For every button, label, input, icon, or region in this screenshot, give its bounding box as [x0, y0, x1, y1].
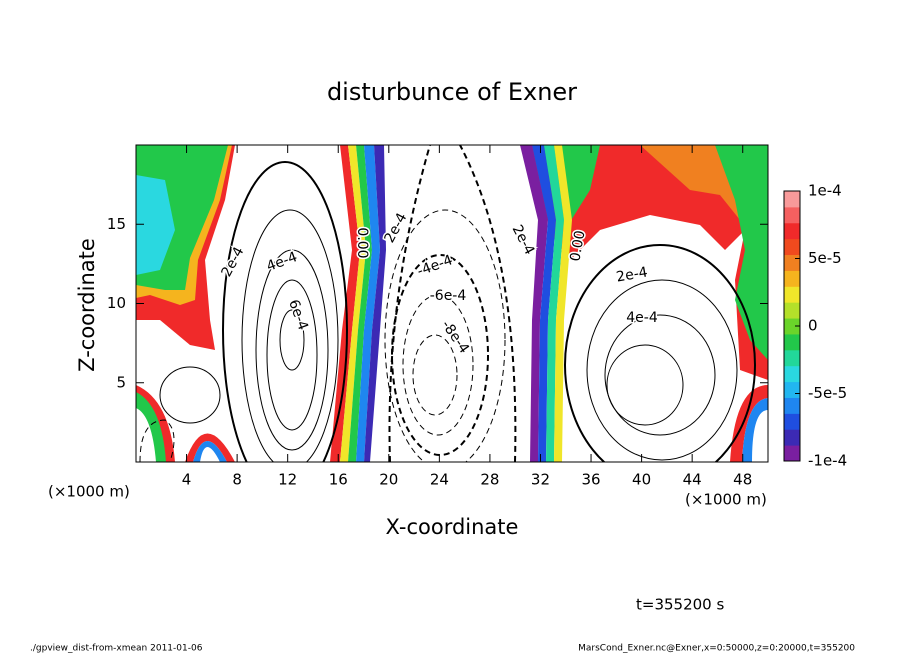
x-unit-label: (×1000 m) — [48, 483, 130, 501]
field-band — [520, 145, 548, 462]
x-tick-label: 36 — [581, 471, 600, 489]
field-band — [340, 145, 366, 462]
field-band — [742, 398, 768, 462]
field-band — [330, 145, 360, 462]
footer-left: ./gpview_dist-from-xmean 2011-01-06 — [30, 644, 203, 654]
contour-label: 2e-4 — [219, 244, 248, 279]
contour-label: 2e-4 — [615, 264, 649, 285]
contour-label: 4e-4 — [264, 249, 299, 275]
colorbar-swatch — [784, 413, 800, 430]
field-band — [136, 175, 175, 275]
y-tick-label: 5 — [116, 373, 126, 391]
colorbar-swatch — [784, 349, 800, 367]
colorbar-swatch — [784, 381, 800, 398]
x-tick-label: 32 — [531, 471, 550, 489]
field-band — [730, 385, 768, 462]
colorbar-swatch — [784, 286, 800, 303]
y-tick-label: 15 — [107, 215, 126, 233]
contour-label: -8e-4 — [438, 317, 472, 356]
x-tick-label: 48 — [733, 471, 752, 489]
colorbar-swatch — [784, 270, 800, 287]
colorbar-swatch — [784, 365, 800, 383]
colorbar-swatch — [784, 302, 800, 319]
y-axis-label: Z-coordinate — [75, 238, 99, 372]
colorbar-tick-label: 1e-4 — [808, 182, 842, 200]
x-tick-label: 44 — [683, 471, 702, 489]
colorbar-swatch — [784, 191, 800, 208]
colorbar-tick-label: -1e-4 — [808, 452, 847, 470]
contour-label: 2e-4 — [509, 222, 538, 257]
colorbar-tick-label: 5e-5 — [808, 249, 842, 267]
x-tick-label: 40 — [632, 471, 651, 489]
colorbar-swatch — [784, 254, 800, 271]
footer-right: MarsCond_Exner.nc@Exner,x=0:50000,z=0:20… — [578, 644, 855, 654]
colorbar-swatch — [784, 318, 800, 335]
field-band — [554, 145, 572, 462]
contour-label: -6e-4 — [430, 288, 467, 304]
x-tick-label: 12 — [278, 471, 297, 489]
contour-label: 0.00 — [354, 227, 370, 258]
colorbar-swatch — [784, 238, 800, 256]
contour-label: 4e-4 — [626, 310, 658, 326]
field-band — [193, 441, 227, 462]
x-tick-label: 16 — [329, 471, 348, 489]
x-tick-label: 28 — [480, 471, 499, 489]
x-tick-label: 20 — [379, 471, 398, 489]
field-band — [532, 145, 556, 462]
contours — [159, 161, 756, 462]
x-axis-label: X-coordinate — [386, 515, 519, 539]
colorbar-tick-label: -5e-5 — [808, 384, 847, 402]
colorbar-swatch — [784, 206, 800, 224]
y-tick-label: 10 — [107, 294, 126, 312]
colorbar-swatch — [784, 397, 800, 414]
field-band — [348, 145, 372, 462]
colorbar-swatch — [784, 333, 800, 351]
colorbar-swatch — [784, 222, 800, 240]
field-band — [356, 145, 380, 462]
field-band — [715, 145, 768, 360]
colorbar-tick-label: 0 — [808, 317, 818, 335]
x-tick-label: 8 — [232, 471, 242, 489]
contours — [139, 145, 517, 462]
field-band — [136, 392, 166, 462]
field-band — [544, 145, 564, 462]
time-label: t=355200 s — [636, 596, 724, 614]
x-unit-label: (×1000 m) — [685, 491, 767, 509]
chart-title: disturbunce of Exner — [327, 78, 577, 106]
field — [136, 145, 768, 462]
colorbar-swatch — [784, 445, 800, 462]
colorbar-swatch — [784, 429, 800, 446]
field-band — [185, 433, 235, 462]
field-band — [520, 145, 768, 380]
x-tick-label: 4 — [182, 471, 192, 489]
x-tick-label: 24 — [430, 471, 449, 489]
field-band — [364, 145, 386, 462]
contour-label: 6e-4 — [285, 297, 311, 332]
